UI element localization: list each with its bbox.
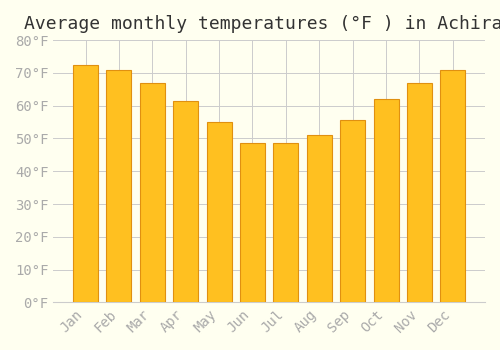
Bar	[106, 70, 132, 302]
Bar	[206, 122, 232, 302]
Title: Average monthly temperatures (°F ) in Achiras: Average monthly temperatures (°F ) in Ac…	[24, 15, 500, 33]
Bar	[274, 144, 298, 302]
Bar	[240, 144, 265, 302]
Bar	[73, 65, 98, 302]
Bar	[173, 101, 198, 302]
Bar	[340, 120, 365, 302]
Bar	[140, 83, 165, 302]
Bar	[440, 70, 466, 302]
Bar	[374, 99, 398, 302]
Bar	[407, 83, 432, 302]
Bar	[307, 135, 332, 302]
